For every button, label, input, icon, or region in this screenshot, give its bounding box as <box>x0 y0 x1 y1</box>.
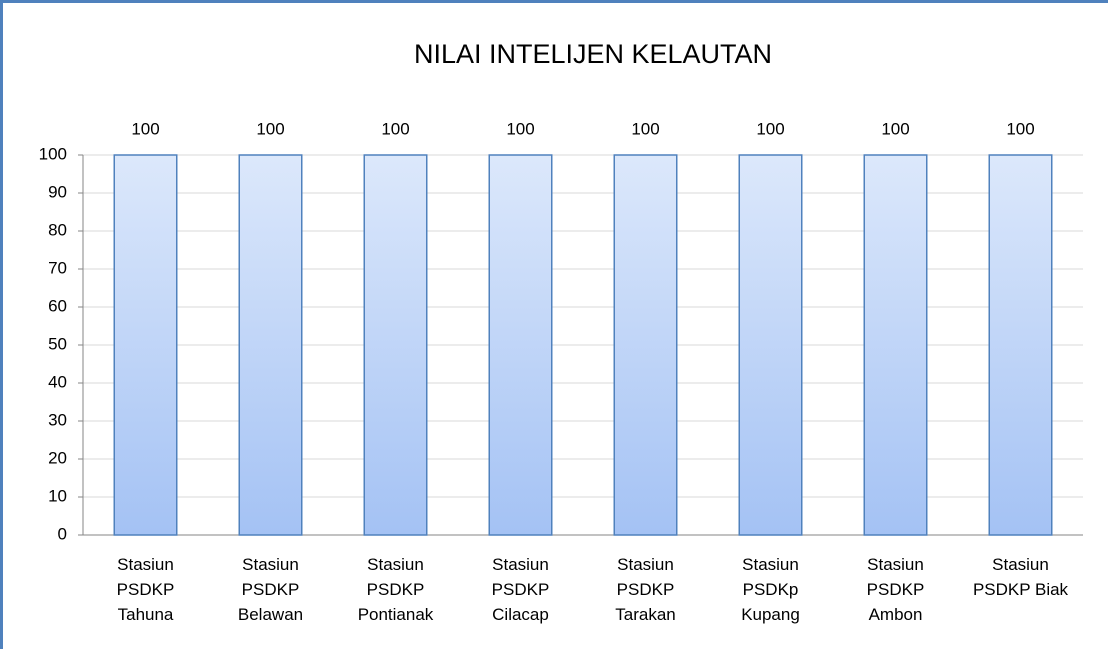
y-tick-label: 100 <box>39 144 67 163</box>
data-label: 100 <box>506 119 534 138</box>
data-label: 100 <box>131 119 159 138</box>
bar <box>113 154 178 536</box>
chart-title: NILAI INTELIJEN KELAUTAN <box>414 39 772 69</box>
x-tick-label: Stasiun PSDKP Cilacap <box>491 555 550 624</box>
x-tick-label: Stasiun PSDKP Tahuna <box>116 555 175 624</box>
y-tick-label: 60 <box>48 296 67 315</box>
x-tick-label: Stasiun PSDKp Kupang <box>741 555 800 624</box>
x-tick-label: Stasiun PSDKP Pontianak <box>357 555 434 624</box>
bar <box>738 154 803 536</box>
y-tick-label: 20 <box>48 448 67 467</box>
x-tick-label: Stasiun PSDKP Tarakan <box>615 555 676 624</box>
y-tick-label: 10 <box>48 486 67 505</box>
bar <box>488 154 553 536</box>
bar <box>238 154 303 536</box>
y-tick-label: 50 <box>48 334 67 353</box>
x-tick-label: Stasiun PSDKP Ambon <box>866 555 925 624</box>
data-label: 100 <box>256 119 284 138</box>
data-label: 100 <box>756 119 784 138</box>
data-label: 100 <box>881 119 909 138</box>
bar <box>363 154 428 536</box>
bar <box>988 154 1053 536</box>
bar <box>613 154 678 536</box>
x-tick-label: Stasiun PSDKP Belawan <box>237 555 304 624</box>
chart: NILAI INTELIJEN KELAUTAN 0 10 20 30 40 50 60 70… <box>39 39 1083 543</box>
y-tick-label: 90 <box>48 182 67 201</box>
y-tick-label: 80 <box>48 220 67 239</box>
data-label: 100 <box>631 119 659 138</box>
data-label: 100 <box>381 119 409 138</box>
x-tick-label: Stasiun PSDKP Biak <box>972 555 1069 599</box>
data-label: 100 <box>1006 119 1034 138</box>
y-tick-label: 40 <box>48 372 67 391</box>
bar <box>863 154 928 536</box>
y-tick-label: 0 <box>58 524 67 543</box>
y-tick-label: 70 <box>48 258 67 277</box>
y-tick-label: 30 <box>48 410 67 429</box>
